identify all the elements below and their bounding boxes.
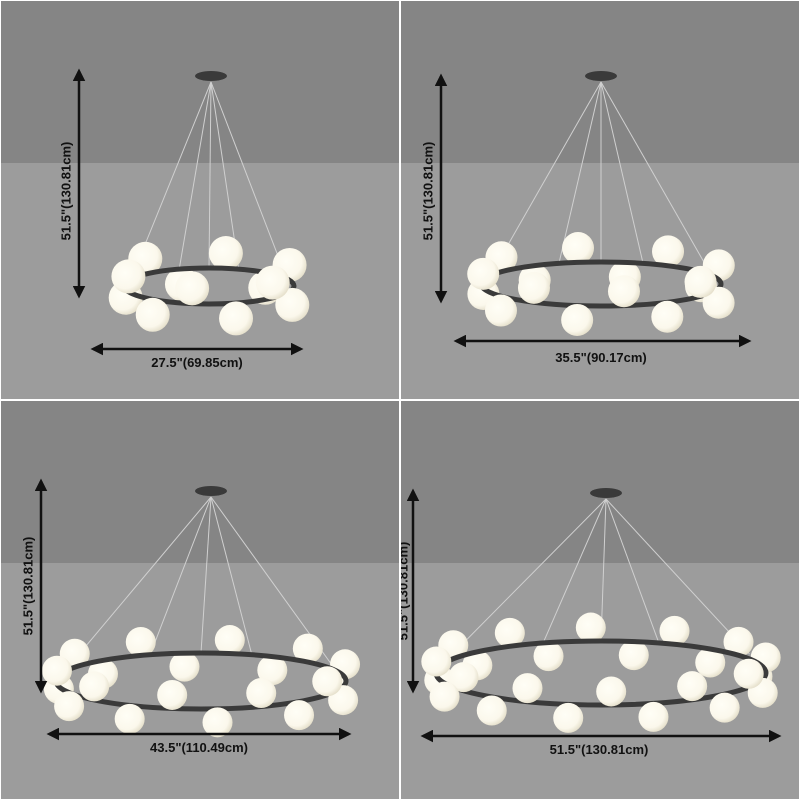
glass-globe (618, 640, 649, 671)
wall (401, 163, 799, 399)
glass-globe (429, 681, 460, 712)
glass-globe (467, 257, 500, 290)
glass-globe (494, 617, 525, 648)
height-label: 51.5"(130.81cm) (20, 536, 36, 636)
suspension-wire (542, 498, 607, 643)
suspension-wire (210, 81, 240, 269)
suspension-wire (452, 498, 607, 655)
suspension-wire (210, 81, 286, 276)
chandelier-illustration (1, 401, 399, 799)
width-label: 35.5"(90.17cm) (555, 350, 647, 365)
ceiling-canopy (195, 71, 227, 81)
suspension-wire (558, 81, 602, 264)
glass-globe (651, 300, 684, 333)
glass-globe (135, 297, 170, 332)
glass-globe (284, 700, 315, 731)
glass-globe (684, 265, 717, 298)
glass-globe (246, 677, 277, 708)
glass-globe (312, 666, 343, 697)
glass-globe (421, 646, 452, 677)
glass-globe (79, 671, 110, 702)
glass-globe (702, 286, 735, 319)
glass-globe (553, 702, 584, 733)
glass-globe (733, 658, 764, 689)
height-label: 51.5"(130.81cm) (420, 141, 436, 241)
suspension-wire (210, 496, 253, 655)
chandelier-illustration (1, 1, 399, 399)
glass-globe (175, 271, 210, 306)
suspension-wire (200, 496, 212, 654)
panel-medium-chandelier: 51.5"(130.81cm) 35.5"(90.17cm) (400, 0, 800, 400)
glass-globe (54, 691, 85, 722)
chandelier-illustration (401, 1, 799, 399)
glass-globe (292, 633, 323, 664)
glass-globe (255, 265, 290, 300)
height-label: 51.5"(130.81cm) (58, 141, 74, 241)
glass-globe (575, 612, 606, 643)
ceiling (401, 1, 799, 163)
suspension-wire (605, 498, 750, 655)
suspension-wire (208, 81, 212, 269)
panel-small-chandelier: 51.5"(130.81cm) 27.5"(69.85cm) (0, 0, 400, 400)
glass-globe (659, 615, 690, 646)
ceiling-canopy (195, 486, 227, 496)
suspension-wire (178, 81, 212, 269)
glass-globe (169, 651, 200, 682)
glass-globe (533, 641, 564, 672)
glass-globe (596, 676, 627, 707)
glass-globe (512, 673, 543, 704)
glass-globe (561, 303, 594, 336)
ceiling (1, 1, 399, 163)
glass-globe (709, 692, 740, 723)
glass-globe (219, 301, 254, 336)
glass-globe (562, 232, 595, 265)
glass-globe (41, 655, 72, 686)
width-label: 51.5"(130.81cm) (549, 742, 649, 757)
glass-globe (111, 259, 146, 294)
glass-globe (114, 703, 145, 734)
glass-globe (517, 271, 550, 304)
glass-globe (214, 625, 245, 656)
glass-globe (448, 662, 479, 693)
glass-globe (275, 287, 310, 322)
suspension-wire (605, 498, 660, 643)
glass-globe (638, 701, 669, 732)
glass-globe (695, 647, 726, 678)
ceiling-canopy (590, 488, 622, 498)
suspension-wire (492, 81, 602, 272)
chandelier-illustration (401, 401, 799, 799)
width-label: 43.5"(110.49cm) (150, 740, 248, 755)
suspension-wire (600, 498, 607, 642)
panel-large-chandelier: 51.5"(130.81cm) 43.5"(110.49cm) (0, 400, 400, 800)
panel-xlarge-chandelier: 51.5"(130.81cm) 51.5"(130.81cm) (400, 400, 800, 800)
glass-globe (157, 679, 188, 710)
glass-globe (677, 671, 708, 702)
suspension-wire (600, 81, 644, 264)
glass-globe (125, 627, 156, 658)
suspension-wire (600, 81, 710, 272)
height-label: 51.5"(130.81cm) (400, 541, 411, 641)
glass-globe (652, 235, 685, 268)
glass-globe (476, 695, 507, 726)
ceiling-canopy (585, 71, 617, 81)
glass-globe (257, 655, 288, 686)
glass-globe (607, 275, 640, 308)
glass-globe (484, 294, 517, 327)
glass-globe (723, 626, 754, 657)
ceiling (401, 401, 799, 563)
width-label: 27.5"(69.85cm) (151, 355, 243, 370)
suspension-wire (149, 496, 212, 655)
ceiling (1, 401, 399, 563)
suspension-wire (70, 496, 212, 665)
glass-globe (208, 236, 243, 271)
